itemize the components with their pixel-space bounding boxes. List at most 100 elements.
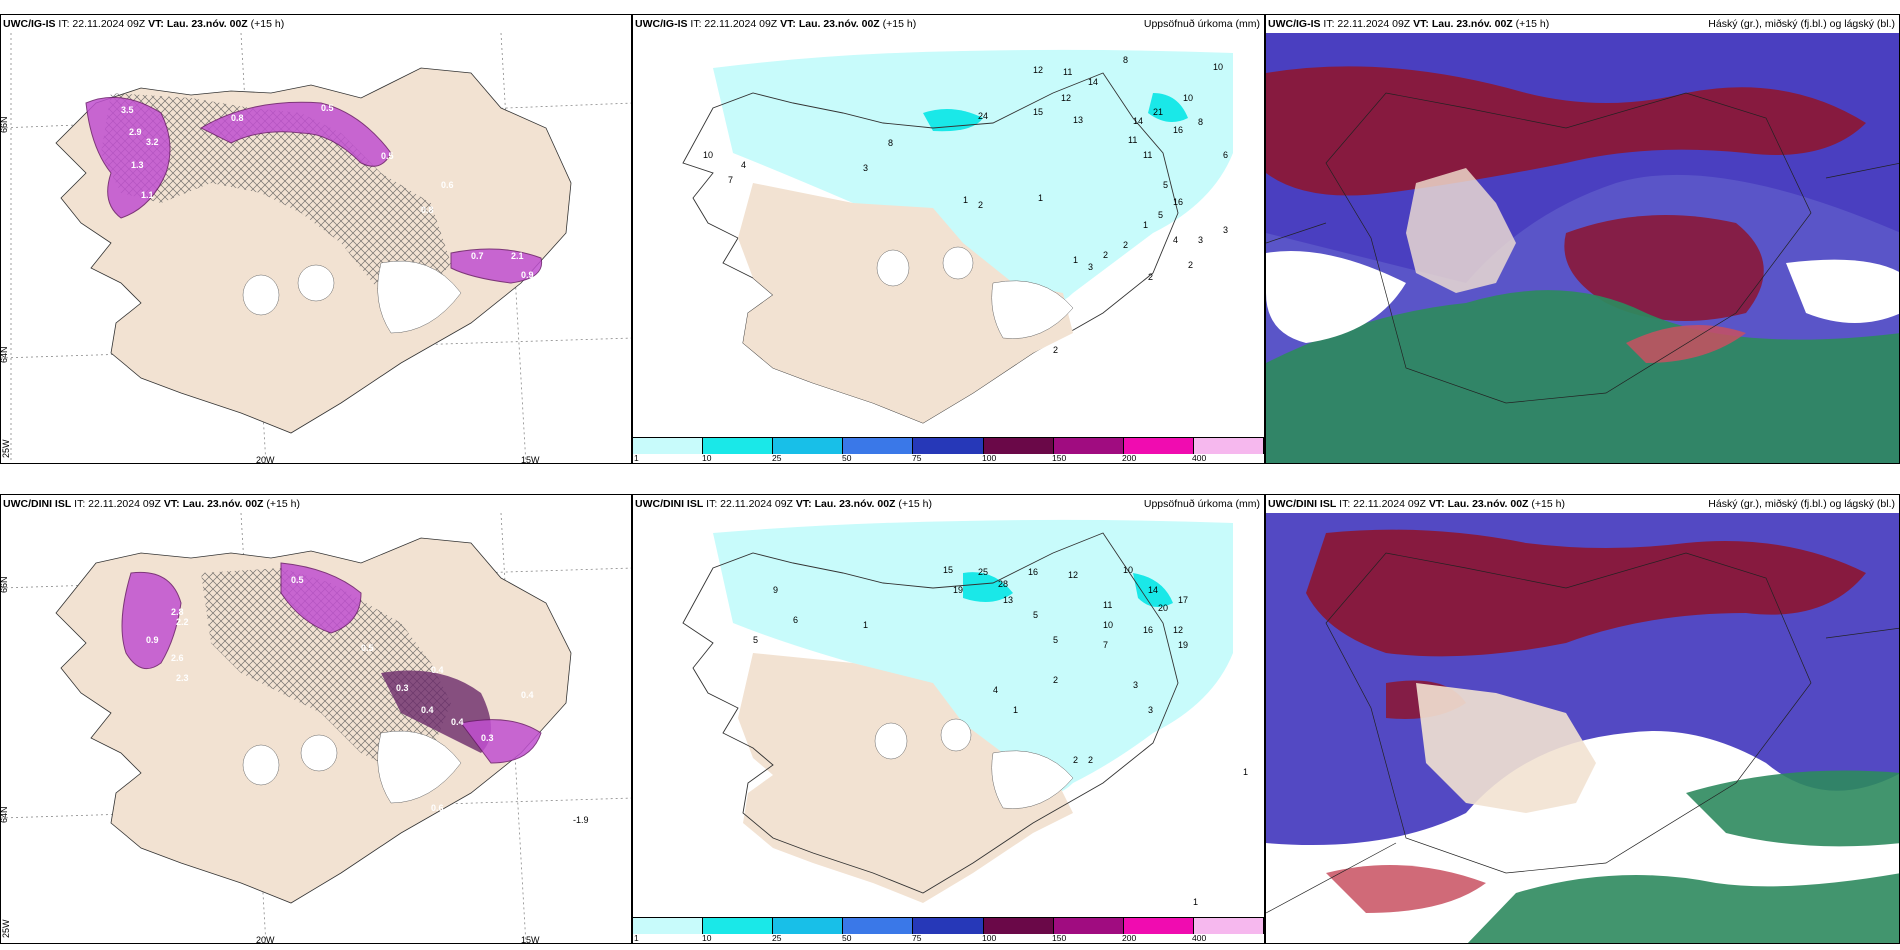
lat-label-64n: 64N [1, 346, 9, 363]
value-label: 3 [1148, 705, 1153, 715]
colorbar-cell [703, 918, 774, 934]
value-label: 3 [1198, 235, 1203, 245]
value-label: 14 [1133, 116, 1143, 126]
value-label: 5 [1033, 610, 1038, 620]
value-label: 2 [1123, 240, 1128, 250]
value-label: 0.3 [396, 683, 409, 693]
colorbar-cell [1193, 438, 1264, 454]
colorbar-cell [843, 918, 914, 934]
lon-label-20w: 20W [256, 455, 275, 464]
mid-cloud-green [1266, 290, 1899, 463]
value-label: 2 [1148, 272, 1153, 282]
value-label: 13 [1003, 595, 1013, 605]
panel-title: UWC/IG-IS IT: 22.11.2024 09Z VT: Lau. 23… [3, 18, 285, 30]
panel-right-title: Uppsöfnuð úrkoma (mm) [1143, 498, 1260, 510]
panel-bottom-right-cloud-map: UWC/DINI ISL IT: 22.11.2024 09Z VT: Lau.… [1265, 494, 1900, 944]
colorbar-cell [773, 918, 844, 934]
value-label: 12 [1068, 570, 1078, 580]
glaciers [242, 730, 462, 804]
panel-title: UWC/IG-IS IT: 22.11.2024 09Z VT: Lau. 23… [635, 18, 917, 30]
precip-colorbar: 1 10 25 50 75 100 150 200 400 [633, 917, 1264, 943]
value-label: 0.8 [421, 205, 434, 215]
value-label: 12 [1173, 625, 1183, 635]
panel-top-middle-precip-map: UWC/IG-IS IT: 22.11.2024 09Z VT: Lau. 23… [632, 14, 1265, 464]
value-label: 0.7 [471, 251, 484, 261]
value-label: 15 [1033, 107, 1043, 117]
value-label: 2.2 [176, 617, 189, 627]
colorbar-cell [913, 918, 984, 934]
value-label: 2.3 [176, 673, 189, 683]
red-streak [1326, 865, 1486, 913]
iceland-map: 3.5 2.9 3.2 1.3 1.1 0.8 0.5 0.5 0.6 0.8 … [1, 33, 631, 464]
value-label: 1 [1143, 220, 1148, 230]
precip-cyan-patch [923, 109, 983, 132]
value-label: 16 [1143, 625, 1153, 635]
cloud-cover-map [1266, 513, 1899, 943]
panel-right-title: Uppsöfnuð úrkoma (mm) [1143, 18, 1260, 30]
value-label: 2 [1053, 345, 1058, 355]
value-label: 15 [943, 565, 953, 575]
cloud-cover-map [1266, 33, 1899, 463]
value-label: 12 [1033, 65, 1043, 75]
colorbar-cell [983, 918, 1054, 934]
colorbar-tick: 100 [982, 453, 997, 463]
value-label: 7 [728, 175, 733, 185]
value-label: 0.4 [451, 717, 464, 727]
value-label: 11 [1103, 600, 1112, 610]
value-label: 17 [1178, 595, 1188, 605]
value-label: 3.5 [121, 105, 134, 115]
value-label: 10 [1213, 62, 1223, 72]
colorbar-tick: 50 [842, 933, 852, 943]
colorbar-tick: 25 [772, 453, 782, 463]
value-label: 1 [1073, 255, 1078, 265]
precip-colorbar: 1 10 25 50 75 100 150 200 400 [633, 437, 1264, 463]
value-label: 12 [1061, 93, 1071, 103]
precip-light-cyan [713, 49, 1233, 309]
value-label: 1 [1193, 897, 1198, 907]
value-label: 2.8 [171, 607, 184, 617]
precip-cyan-patch [1148, 93, 1188, 122]
high-cloud-red [1306, 529, 1866, 657]
panel-top-left-wind-map: UWC/IG-IS IT: 22.11.2024 09Z VT: Lau. 23… [0, 14, 632, 464]
white-clear [1266, 251, 1406, 343]
value-label: 16 [1173, 125, 1183, 135]
value-label: 0.6 [441, 180, 454, 190]
value-label: 2 [1088, 755, 1093, 765]
value-label: 0.5 [321, 103, 334, 113]
land-dry [738, 183, 1073, 423]
precip-dark-band [381, 670, 491, 753]
value-label: 0.9 [521, 270, 534, 280]
value-label: 2 [1188, 260, 1193, 270]
colorbar-cell [1123, 918, 1194, 934]
value-label: 4 [993, 685, 998, 695]
value-label: 2.1 [511, 251, 524, 261]
colorbar-tick: 1 [634, 933, 639, 943]
lon-label-15w: 15W [521, 455, 540, 464]
value-label: 3.2 [146, 137, 159, 147]
colorbar-tick: 100 [982, 933, 997, 943]
precip-purple-east [460, 719, 542, 764]
value-label: 0.5 [381, 151, 394, 161]
iceland-landmass-clear [1406, 168, 1516, 293]
precip-purple-nw [121, 571, 182, 670]
lon-label-25w: 25W [1, 439, 11, 458]
value-label: 10 [703, 150, 713, 160]
white-clear [1786, 259, 1899, 323]
value-label: 1 [1243, 767, 1248, 777]
colorbar-cell [703, 438, 774, 454]
value-label: 13 [1073, 115, 1083, 125]
glaciers [876, 246, 1074, 339]
panel-title: UWC/DINI ISL IT: 22.11.2024 09Z VT: Lau.… [3, 498, 300, 510]
precip-purple-nw [85, 96, 171, 219]
lat-label-66n: 66N [1, 116, 9, 133]
value-label: 1 [963, 195, 968, 205]
top-left-value-labels: 3.5 2.9 3.2 1.3 1.1 0.8 0.5 0.5 0.6 0.8 … [121, 103, 534, 280]
value-label: 8 [1123, 55, 1128, 65]
value-label: 1 [1038, 193, 1043, 203]
value-label: 10 [1183, 93, 1193, 103]
panel-title: UWC/IG-IS IT: 22.11.2024 09Z VT: Lau. 23… [1268, 18, 1550, 30]
iceland-precip-map: 12 11 14 8 10 13 21 10 24 15 12 16 8 11 … [682, 49, 1233, 424]
value-label: 5 [1053, 635, 1058, 645]
value-label: 2.6 [171, 653, 184, 663]
value-label: 0.4 [521, 690, 534, 700]
